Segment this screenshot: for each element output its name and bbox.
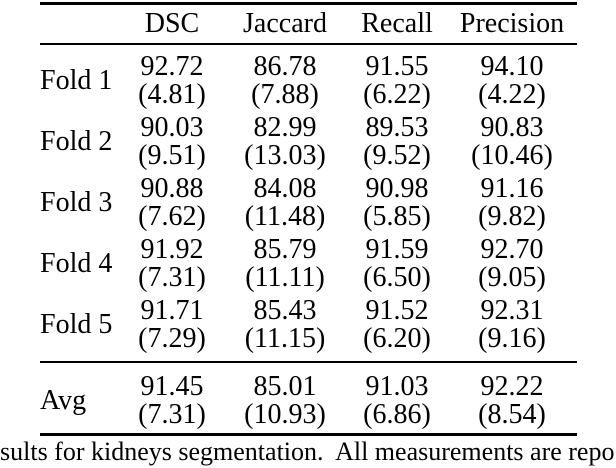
- row-label-fold-5: Fold 5: [40, 309, 113, 340]
- metric-mean: 84.08: [253, 173, 317, 204]
- row-label-fold-4: Fold 4: [40, 248, 113, 279]
- metric-sd: (10.46): [471, 140, 553, 171]
- metric-sd: (6.50): [363, 262, 431, 293]
- metric-mean: 85.43: [253, 295, 317, 326]
- metric-sd: (9.52): [363, 140, 431, 171]
- metric-sd: (8.54): [478, 399, 546, 430]
- metric-mean: 89.53: [365, 112, 429, 143]
- metric-sd: (7.31): [138, 399, 206, 430]
- metric-mean: 82.99: [253, 112, 317, 143]
- table-rule-top: [40, 2, 577, 5]
- metric-mean: 91.03: [365, 371, 429, 402]
- column-header-dsc: DSC: [144, 8, 200, 39]
- metric-mean: 92.70: [480, 234, 544, 265]
- metric-cell: 85.01 (10.93): [220, 373, 350, 429]
- table-caption: sults for kidneys segmentation. All meas…: [0, 437, 615, 466]
- metric-mean: 85.01: [253, 371, 317, 402]
- row-label-fold-3: Fold 3: [40, 187, 113, 218]
- metric-cell: 85.79 (11.11): [220, 236, 350, 292]
- metric-mean: 92.31: [480, 295, 544, 326]
- metric-sd: (11.11): [245, 262, 325, 293]
- metric-cell: 91.45 (7.31): [107, 373, 237, 429]
- metric-mean: 91.55: [365, 51, 429, 82]
- table-rule-below-header: [40, 43, 577, 45]
- metric-mean: 91.92: [140, 234, 204, 265]
- metric-cell: 85.43 (11.15): [220, 297, 350, 353]
- metric-cell: 92.70 (9.05): [447, 236, 577, 292]
- metric-cell: 82.99 (13.03): [220, 114, 350, 170]
- metric-cell: 89.53 (9.52): [332, 114, 462, 170]
- metric-cell: 91.59 (6.50): [332, 236, 462, 292]
- metric-sd: (11.48): [244, 201, 326, 232]
- metric-sd: (13.03): [244, 140, 326, 171]
- metric-cell: 92.72 (4.81): [107, 53, 237, 109]
- metric-mean: 91.59: [365, 234, 429, 265]
- metric-cell: 94.10 (4.22): [447, 53, 577, 109]
- metric-cell: 91.71 (7.29): [107, 297, 237, 353]
- row-label-avg: Avg: [40, 385, 87, 416]
- metric-mean: 91.52: [365, 295, 429, 326]
- metric-cell: 91.16 (9.82): [447, 175, 577, 231]
- table-rule-above-avg: [40, 361, 577, 363]
- metric-sd: (9.05): [478, 262, 546, 293]
- column-header-recall: Recall: [361, 8, 433, 39]
- metric-cell: 91.92 (7.31): [107, 236, 237, 292]
- metric-cell: 90.88 (7.62): [107, 175, 237, 231]
- metric-mean: 90.98: [365, 173, 429, 204]
- metric-mean: 92.72: [140, 51, 204, 82]
- metric-sd: (4.22): [478, 79, 546, 110]
- metric-cell: 90.83 (10.46): [447, 114, 577, 170]
- metric-mean: 92.22: [480, 371, 544, 402]
- metric-mean: 90.03: [140, 112, 204, 143]
- metric-cell: 90.98 (5.85): [332, 175, 462, 231]
- metric-sd: (7.29): [138, 323, 206, 354]
- metric-sd: (7.88): [251, 79, 319, 110]
- metric-mean: 91.71: [140, 295, 204, 326]
- metric-sd: (11.15): [244, 323, 326, 354]
- metric-cell: 86.78 (7.88): [220, 53, 350, 109]
- metric-sd: (9.82): [478, 201, 546, 232]
- column-header-precision: Precision: [459, 8, 565, 39]
- metric-mean: 85.79: [253, 234, 317, 265]
- metric-sd: (7.31): [138, 262, 206, 293]
- metric-mean: 86.78: [253, 51, 317, 82]
- metric-cell: 84.08 (11.48): [220, 175, 350, 231]
- metric-sd: (4.81): [138, 79, 206, 110]
- metric-cell: 92.22 (8.54): [447, 373, 577, 429]
- column-header-jaccard: Jaccard: [243, 8, 327, 39]
- metric-sd: (9.16): [478, 323, 546, 354]
- table-rule-bottom: [40, 433, 577, 436]
- metric-cell: 91.03 (6.86): [332, 373, 462, 429]
- row-label-fold-2: Fold 2: [40, 126, 113, 157]
- metric-mean: 91.16: [480, 173, 544, 204]
- metric-mean: 94.10: [480, 51, 544, 82]
- metric-mean: 90.88: [140, 173, 204, 204]
- metric-cell: 92.31 (9.16): [447, 297, 577, 353]
- metric-sd: (7.62): [138, 201, 206, 232]
- metric-sd: (10.93): [244, 399, 326, 430]
- metric-cell: 90.03 (9.51): [107, 114, 237, 170]
- metric-sd: (6.20): [363, 323, 431, 354]
- metric-mean: 91.45: [140, 371, 204, 402]
- metric-mean: 90.83: [480, 112, 544, 143]
- metric-sd: (5.85): [363, 201, 431, 232]
- metric-sd: (6.86): [363, 399, 431, 430]
- metric-sd: (9.51): [138, 140, 206, 171]
- metric-cell: 91.55 (6.22): [332, 53, 462, 109]
- metric-sd: (6.22): [363, 79, 431, 110]
- metric-cell: 91.52 (6.20): [332, 297, 462, 353]
- row-label-fold-1: Fold 1: [40, 65, 113, 96]
